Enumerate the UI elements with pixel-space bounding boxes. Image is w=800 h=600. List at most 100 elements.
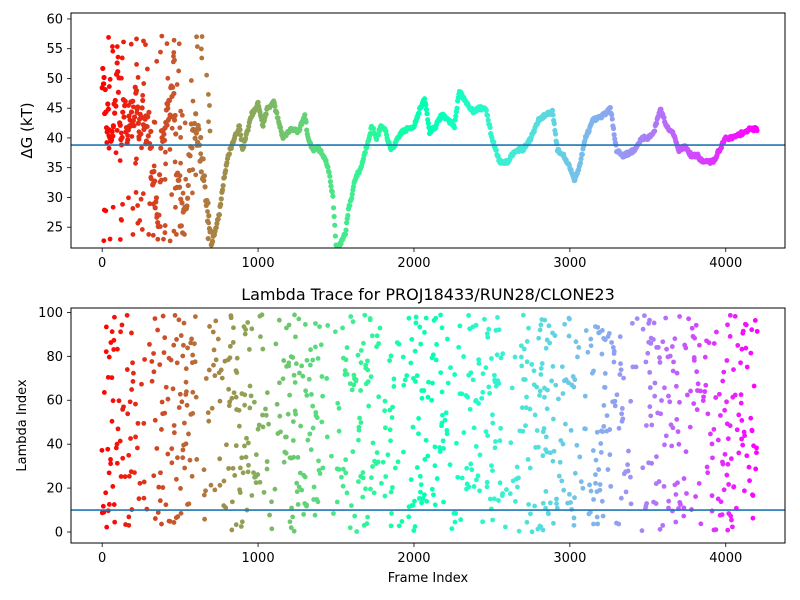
lambda-point — [253, 452, 259, 458]
lambda-point — [302, 322, 308, 327]
lambda-point — [365, 514, 370, 520]
lambda-point — [129, 387, 135, 392]
lambda-point — [582, 393, 588, 399]
delta-g-point — [101, 74, 107, 81]
delta-g-point — [190, 167, 196, 173]
delta-g-point — [188, 78, 194, 83]
lambda-point — [714, 329, 719, 335]
lambda-point — [739, 346, 745, 352]
delta-g-point — [345, 212, 351, 219]
lambda-point — [176, 405, 182, 410]
lambda-point — [159, 427, 164, 432]
lambda-point — [292, 380, 298, 385]
delta-g-point — [117, 122, 123, 128]
lambda-point — [297, 370, 302, 376]
lambda-point — [448, 365, 453, 371]
lambda-point — [452, 519, 458, 525]
lambda-point — [141, 420, 147, 426]
lambda-point — [315, 356, 321, 361]
delta-g-point — [172, 159, 178, 165]
lambda-point — [739, 418, 745, 423]
lambda-point — [221, 478, 227, 484]
x-tick-label: 4000 — [709, 551, 742, 566]
delta-g-point — [578, 156, 584, 162]
delta-g-point — [120, 201, 125, 207]
lambda-point — [498, 425, 504, 431]
lambda-point — [593, 480, 598, 486]
lambda-point — [736, 450, 742, 456]
lambda-point — [314, 415, 320, 421]
delta-g-point — [169, 125, 175, 131]
lambda-point — [391, 376, 397, 382]
lambda-point — [141, 495, 147, 501]
lambda-point — [633, 364, 639, 370]
lambda-point — [103, 349, 109, 355]
delta-g-point — [151, 163, 157, 169]
lambda-point — [294, 489, 300, 495]
lambda-point — [628, 398, 634, 404]
lambda-point — [618, 367, 624, 373]
delta-g-point — [153, 195, 160, 201]
lambda-point — [242, 402, 248, 408]
lambda-point — [385, 452, 391, 458]
delta-g-point — [491, 139, 497, 145]
delta-g-point — [577, 160, 584, 166]
lambda-point — [313, 344, 318, 350]
delta-g-point — [485, 117, 491, 123]
lambda-point — [318, 342, 324, 348]
lambda-point — [617, 334, 623, 340]
lambda-point — [382, 493, 388, 499]
lambda-point — [171, 423, 177, 428]
lambda-point — [234, 370, 240, 375]
lambda-point — [640, 326, 646, 332]
lambda-point — [553, 382, 559, 388]
lambda-point — [350, 319, 356, 325]
lambda-point — [608, 483, 614, 489]
lambda-point — [748, 350, 754, 356]
delta-g-point — [343, 227, 349, 233]
lambda-point — [213, 357, 219, 363]
lambda-point — [701, 394, 706, 400]
lambda-point — [370, 464, 375, 469]
lambda-point — [226, 386, 232, 392]
lambda-point — [182, 465, 188, 471]
lambda-point — [604, 413, 610, 418]
lambda-point — [524, 339, 530, 344]
lambda-point — [106, 470, 112, 476]
lambda-point — [534, 428, 540, 433]
lambda-point — [183, 379, 189, 385]
lambda-point — [227, 399, 233, 405]
lambda-point — [673, 492, 679, 497]
lambda-point — [485, 433, 491, 439]
lambda-point — [720, 461, 726, 467]
lambda-point — [389, 415, 395, 420]
y-tick-label: 50 — [46, 72, 63, 87]
lambda-point — [290, 419, 296, 425]
delta-g-point — [141, 81, 147, 86]
delta-g-point — [132, 114, 138, 120]
lambda-point — [471, 425, 477, 431]
lambda-point — [119, 322, 125, 328]
delta-g-point — [193, 172, 199, 178]
lambda-point — [108, 457, 113, 462]
lambda-point — [387, 407, 393, 413]
lambda-point — [430, 352, 436, 358]
lambda-point — [705, 411, 711, 417]
lambda-point — [163, 384, 169, 390]
delta-g-point — [121, 39, 126, 45]
lambda-point — [410, 502, 416, 508]
lambda-point — [619, 406, 625, 411]
lambda-point — [412, 348, 418, 354]
lambda-point — [529, 529, 535, 535]
lambda-point — [618, 361, 623, 367]
lambda-point — [694, 407, 700, 413]
delta-g-point — [126, 103, 131, 108]
lambda-point — [273, 341, 279, 347]
lambda-point — [607, 427, 613, 432]
lambda-point — [105, 446, 111, 452]
lambda-point — [295, 455, 301, 460]
delta-g-point — [221, 174, 228, 180]
delta-g-point — [158, 145, 164, 151]
lambda-point — [286, 322, 292, 328]
